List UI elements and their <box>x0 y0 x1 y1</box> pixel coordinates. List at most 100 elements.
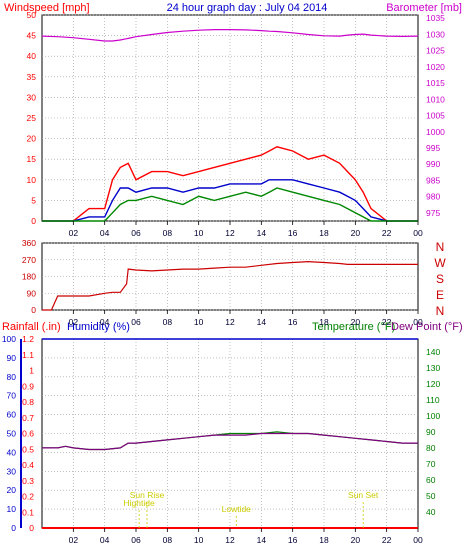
direction-panel-x-tick-label: 18 <box>319 317 329 327</box>
windspeed-axis-title: Windspeed [mph] <box>4 2 90 14</box>
direction-panel-x-tick-label: 04 <box>100 317 110 327</box>
direction-panel-x-tick-label: 06 <box>131 317 141 327</box>
compass-label: S <box>436 272 444 286</box>
windspeed-tick-label: 30 <box>27 92 37 102</box>
direction-tick-label: 360 <box>22 238 36 248</box>
climate-panel-x-tick-label: 04 <box>100 535 110 545</box>
windspeed-tick-label: 0 <box>31 216 36 226</box>
humidity-axis-title: Humidity (%) <box>67 321 130 333</box>
rainfall-tick-label: 0 <box>29 523 34 533</box>
rainfall-tick-label: 0.5 <box>22 444 34 454</box>
compass-label: W <box>434 256 446 270</box>
windspeed-tick-label: 40 <box>27 51 37 61</box>
barometer-tick-label: 995 <box>426 143 440 153</box>
windspeed-tick-label: 15 <box>27 154 37 164</box>
rainfall-axis-title: Rainfall (.in) <box>2 321 61 333</box>
rainfall-tick-label: 0.4 <box>22 460 34 470</box>
barometer-tick-label: 1015 <box>426 78 445 88</box>
temperature-tick-label: 110 <box>426 395 440 405</box>
windspeed-tick-label: 5 <box>31 195 36 205</box>
climate-panel-x-tick-label: 18 <box>319 535 329 545</box>
barometer-tick-label: 1010 <box>426 94 445 104</box>
rainfall-tick-label: 0.9 <box>22 381 34 391</box>
humidity-tick-label: 20 <box>7 485 17 495</box>
compass-label: N <box>436 240 445 254</box>
climate-panel-x-tick-label: 22 <box>382 535 392 545</box>
barometer-tick-label: 1035 <box>426 13 445 23</box>
direction-panel-x-tick-label: 14 <box>257 317 267 327</box>
barometer-tick-label: 1000 <box>426 127 445 137</box>
temperature-tick-label: 50 <box>426 491 436 501</box>
dewpoint-axis-title: Dew Point (°F) <box>391 321 463 333</box>
wind-panel-x-tick-label: 22 <box>382 228 392 238</box>
windspeed-tick-label: 25 <box>27 113 37 123</box>
plots-layer: 0510152025303540455097598098599099510001… <box>2 10 447 545</box>
annotation-label: Hightide <box>124 498 155 508</box>
rainfall-tick-label: 1 <box>29 366 34 376</box>
direction-panel-x-tick-label: 12 <box>225 317 235 327</box>
rainfall-tick-label: 0.3 <box>22 476 34 486</box>
windspeed-tick-label: 35 <box>27 72 37 82</box>
direction-panel-x-tick-label: 22 <box>382 317 392 327</box>
temperature-tick-label: 120 <box>426 379 440 389</box>
windspeed-tick-label: 50 <box>27 10 37 20</box>
rainfall-tick-label: 0.6 <box>22 429 34 439</box>
windspeed-tick-label: 20 <box>27 134 37 144</box>
series-wind-direction <box>42 260 418 311</box>
barometer-axis-title: Barometer [mb] <box>386 2 462 14</box>
series-windspeed-min <box>42 187 418 222</box>
humidity-tick-label: 100 <box>2 334 16 344</box>
direction-panel-x-tick-label: 02 <box>69 317 79 327</box>
series-dew-point <box>42 432 418 451</box>
climate-panel-x-tick-label: 06 <box>131 535 141 545</box>
rainfall-tick-label: 1.1 <box>22 350 34 360</box>
direction-tick-label: 180 <box>22 272 36 282</box>
barometer-tick-label: 975 <box>426 208 440 218</box>
barometer-tick-label: 1030 <box>426 29 445 39</box>
wind-panel-x-tick-label: 08 <box>163 228 173 238</box>
temperature-tick-label: 60 <box>426 475 436 485</box>
climate-panel-x-tick-label: 08 <box>163 535 173 545</box>
compass-label: E <box>436 288 444 302</box>
climate-panel-x-tick-label: 16 <box>288 535 298 545</box>
wind-panel-x-tick-label: 12 <box>225 228 235 238</box>
wind-panel-x-tick-label: 06 <box>131 228 141 238</box>
climate-panel-x-tick-label: 00 <box>413 535 423 545</box>
climate-panel-x-tick-label: 20 <box>351 535 361 545</box>
direction-panel-x-tick-label: 16 <box>288 317 298 327</box>
rainfall-tick-label: 0.7 <box>22 413 34 423</box>
temperature-axis-title: Temperature (°F) <box>312 321 395 333</box>
annotation-label: Sun Rise <box>130 490 165 500</box>
humidity-tick-label: 70 <box>7 391 17 401</box>
annotation-label: Sun Set <box>348 490 379 500</box>
series-windspeed-max <box>42 146 418 222</box>
climate-panel-x-tick-label: 02 <box>69 535 79 545</box>
climate-panel-x-tick-label: 14 <box>257 535 267 545</box>
series-barometer <box>41 29 419 42</box>
humidity-tick-label: 30 <box>7 466 17 476</box>
barometer-tick-label: 1025 <box>426 46 445 56</box>
compass-label: N <box>436 304 445 318</box>
wind-panel-x-tick-label: 18 <box>319 228 329 238</box>
climate-panel-x-tick-label: 10 <box>194 535 204 545</box>
humidity-tick-label: 10 <box>7 504 17 514</box>
direction-tick-label: 270 <box>22 255 36 265</box>
barometer-tick-label: 980 <box>426 192 440 202</box>
temperature-tick-label: 130 <box>426 363 440 373</box>
direction-panel-x-tick-label: 00 <box>413 317 423 327</box>
temperature-tick-label: 40 <box>426 507 436 517</box>
chart-title: 24 hour graph day : July 04 2014 <box>167 2 328 14</box>
rainfall-tick-label: 0.2 <box>22 492 34 502</box>
temperature-tick-label: 70 <box>426 459 436 469</box>
temperature-tick-label: 80 <box>426 443 436 453</box>
climate-panel-x-tick-label: 12 <box>225 535 235 545</box>
barometer-tick-label: 990 <box>426 159 440 169</box>
wind-panel-x-tick-label: 00 <box>413 228 423 238</box>
barometer-tick-label: 1005 <box>426 111 445 121</box>
temperature-tick-label: 100 <box>426 411 440 421</box>
wind-panel-x-tick-label: 04 <box>100 228 110 238</box>
direction-panel-x-tick-label: 10 <box>194 317 204 327</box>
humidity-tick-label: 0 <box>11 523 16 533</box>
direction-tick-label: 90 <box>27 288 37 298</box>
